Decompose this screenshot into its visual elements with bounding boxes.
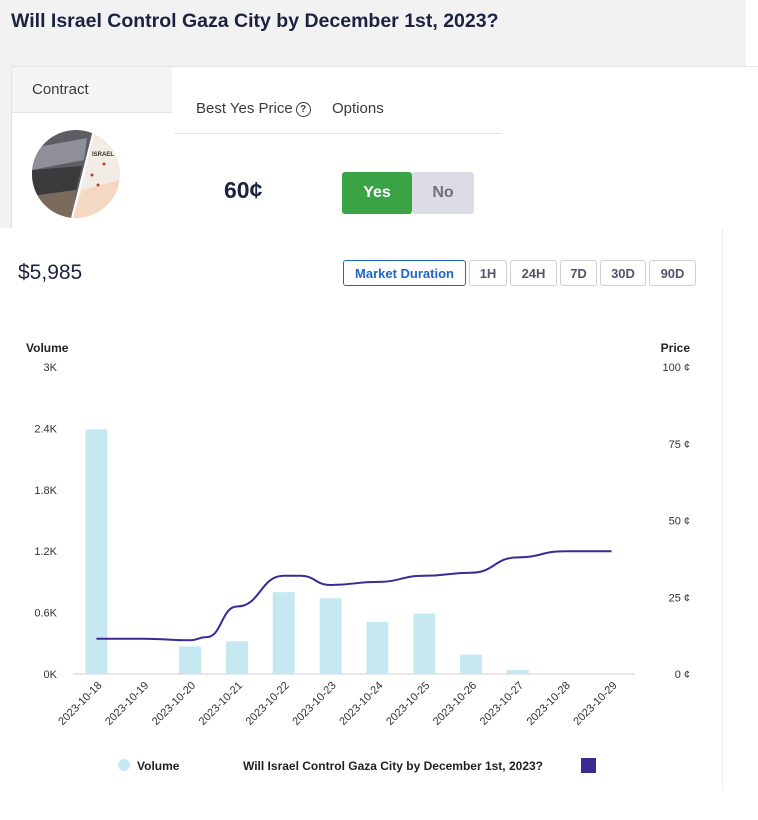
range-1h-button[interactable]: 1H [469,260,507,286]
legend-volume-label[interactable]: Volume [137,759,180,773]
best-yes-price-value: 60¢ [224,177,263,203]
x-tick-label: 2023-10-27 [478,680,526,728]
x-tick-label: 2023-10-20 [150,680,198,728]
best-yes-price-label: Best Yes Price [196,100,293,117]
volume-bar[interactable] [366,621,389,674]
volume-bar[interactable] [319,598,342,674]
y-left-tick-label: 0.6K [34,608,57,620]
x-tick-label: 2023-10-19 [103,680,151,728]
legend-price-marker [581,758,596,773]
x-tick-label: 2023-10-23 [290,680,338,728]
range-7d-button[interactable]: 7D [560,260,597,286]
help-icon[interactable]: ? [295,102,311,117]
y-right-tick-label: 75 ¢ [669,439,690,451]
volume-bar[interactable] [460,654,483,674]
y-right-tick-label: 25 ¢ [669,592,690,604]
y-right-tick-label: 0 ¢ [675,669,690,681]
page-title: Will Israel Control Gaza City by Decembe… [11,10,499,32]
volume-bar[interactable] [179,646,202,674]
price-line[interactable] [96,550,612,642]
range-30d-button[interactable]: 30D [600,260,646,286]
x-tick-label: 2023-10-18 [56,680,104,728]
legend-price-label[interactable]: Will Israel Control Gaza City by Decembe… [243,759,543,773]
no-button[interactable]: No [412,172,474,214]
volume-bar[interactable] [413,613,436,674]
x-tick-label: 2023-10-29 [571,680,619,728]
y-left-tick-label: 2.4K [34,423,57,435]
x-tick-label: 2023-10-28 [525,680,573,728]
volume-price-chart: Volume Price 0K 0.6K 1.2K 1.8K 2.4K 3K 0 ¢ 25 ¢ 50… [26,341,691,773]
x-tick-label: 2023-10-21 [197,680,245,728]
y-left-axis-title: Volume [26,341,69,355]
y-left-tick-label: 1.8K [34,485,57,497]
y-left-tick-label: 0K [44,669,58,681]
range-90d-button[interactable]: 90D [649,260,696,286]
y-left-tick-label: 3K [44,362,58,374]
range-market-duration-button[interactable]: Market Duration [343,260,466,286]
volume-bar[interactable] [272,592,295,674]
x-tick-label: 2023-10-25 [384,680,432,728]
contract-column-headers: Best Yes Price? Options [174,67,502,134]
map-thumbnail-icon: ISRAEL [32,130,120,218]
x-tick-label: 2023-10-22 [244,680,292,728]
contract-card: Contract ISRAEL Best Yes Price? Options … [11,66,758,229]
x-tick-label: 2023-10-26 [431,680,479,728]
map-thumbnail-text: ISRAEL [92,152,114,158]
y-left-tick-label: 1.2K [34,546,57,558]
yes-button[interactable]: Yes [342,172,412,214]
best-yes-price-header: Best Yes Price? [196,100,311,117]
contract-tab[interactable]: Contract [12,67,172,113]
y-right-tick-label: 50 ¢ [669,516,690,528]
chart-panel: $5,985 Market Duration 1H 24H 7D 30D 90D… [0,229,723,789]
legend-volume-marker [118,759,130,771]
x-tick-label: 2023-10-24 [337,680,385,728]
volume-bar[interactable] [85,429,108,674]
total-volume: $5,985 [18,261,83,284]
y-right-tick-label: 100 ¢ [662,362,690,374]
volume-bar[interactable] [506,669,529,674]
volume-bar[interactable] [225,641,248,674]
options-header: Options [332,100,384,117]
range-24h-button[interactable]: 24H [510,260,557,286]
y-right-axis-title: Price [661,341,691,355]
